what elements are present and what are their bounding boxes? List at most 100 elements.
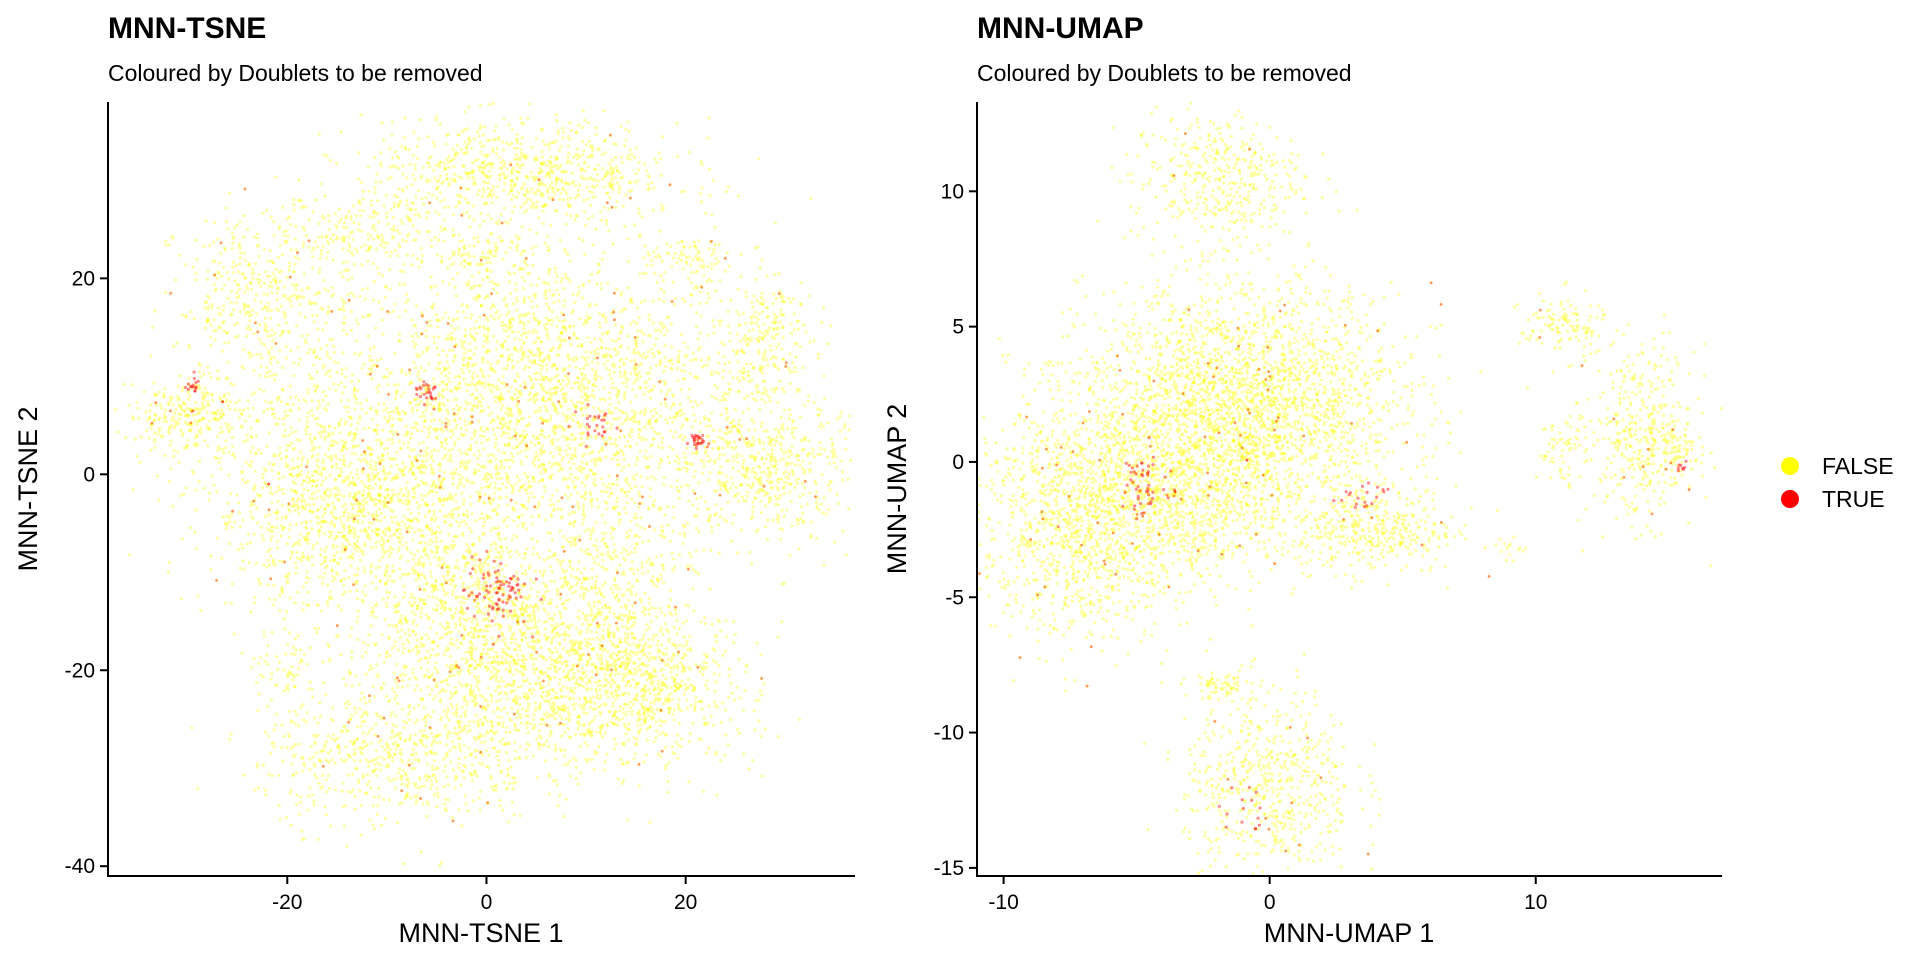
point-false bbox=[561, 126, 565, 130]
point-false bbox=[556, 373, 560, 377]
point-false bbox=[156, 432, 160, 436]
point-false bbox=[224, 526, 228, 531]
point-false bbox=[364, 501, 369, 505]
point-false bbox=[711, 318, 715, 322]
point-false bbox=[223, 248, 228, 252]
point-false bbox=[610, 338, 614, 342]
point-false bbox=[296, 590, 300, 594]
point-false bbox=[330, 519, 334, 524]
point-false bbox=[184, 486, 188, 490]
point-false bbox=[610, 422, 614, 426]
point-false bbox=[435, 491, 439, 495]
point-false bbox=[359, 529, 363, 533]
point-false bbox=[634, 378, 638, 383]
point-false bbox=[481, 153, 485, 157]
point-false bbox=[668, 429, 673, 433]
point-false bbox=[547, 289, 552, 293]
point-false bbox=[306, 391, 310, 395]
point-false bbox=[574, 153, 578, 157]
point-false bbox=[343, 502, 348, 506]
point-false bbox=[301, 497, 305, 501]
point-false bbox=[671, 435, 675, 439]
point-false bbox=[622, 457, 626, 461]
point-false bbox=[347, 529, 351, 533]
point-false bbox=[660, 322, 664, 326]
point-false bbox=[366, 165, 370, 169]
point-false bbox=[569, 196, 573, 200]
point-false bbox=[440, 380, 444, 384]
point-false bbox=[340, 391, 345, 395]
point-false bbox=[478, 224, 482, 228]
point-false bbox=[335, 545, 339, 549]
point-false bbox=[586, 336, 590, 340]
point-false bbox=[494, 221, 498, 225]
point-false bbox=[256, 448, 260, 452]
point-false bbox=[552, 300, 556, 304]
point-false bbox=[807, 439, 811, 443]
point-false bbox=[213, 456, 217, 460]
point-false bbox=[561, 393, 566, 397]
point-false bbox=[502, 328, 506, 332]
point-false bbox=[296, 345, 300, 349]
point-false bbox=[518, 412, 522, 416]
point-false bbox=[632, 477, 636, 481]
point-false bbox=[352, 294, 356, 298]
point-false bbox=[619, 374, 623, 379]
point-false bbox=[778, 379, 782, 383]
point-false bbox=[442, 161, 446, 165]
point-false bbox=[564, 399, 568, 403]
point-false bbox=[531, 252, 535, 256]
point-false bbox=[446, 266, 450, 270]
point-false bbox=[502, 161, 507, 165]
point-false bbox=[538, 320, 542, 324]
point-false bbox=[227, 520, 232, 524]
point-false bbox=[463, 407, 467, 411]
point-false bbox=[282, 230, 286, 234]
point-false bbox=[414, 304, 419, 308]
point-false bbox=[467, 459, 472, 463]
point-false bbox=[460, 341, 465, 345]
point-false bbox=[302, 398, 306, 402]
point-false bbox=[136, 406, 140, 410]
point-false bbox=[566, 485, 570, 489]
point-false bbox=[677, 354, 681, 358]
point-false bbox=[582, 385, 586, 389]
point-false bbox=[457, 505, 461, 510]
point-false bbox=[431, 502, 435, 506]
point-false bbox=[461, 371, 465, 375]
point-false bbox=[286, 413, 290, 418]
point-false bbox=[689, 280, 693, 285]
point-false bbox=[453, 153, 457, 157]
point-false bbox=[706, 136, 710, 140]
point-false bbox=[157, 429, 161, 433]
point-false bbox=[485, 327, 489, 331]
point-false bbox=[555, 353, 559, 357]
point-false bbox=[550, 318, 555, 322]
point-false bbox=[518, 434, 522, 438]
point-false bbox=[306, 541, 310, 545]
point-false bbox=[470, 274, 474, 278]
point-false bbox=[763, 400, 767, 404]
point-false bbox=[660, 446, 664, 450]
point-false bbox=[528, 359, 532, 363]
point-false bbox=[428, 165, 432, 169]
point-false bbox=[151, 325, 155, 329]
point-false bbox=[628, 181, 632, 185]
point-false bbox=[579, 407, 583, 411]
point-false bbox=[135, 454, 139, 458]
point-false bbox=[510, 396, 514, 400]
point-false bbox=[610, 158, 614, 162]
point-false bbox=[587, 379, 591, 383]
point-false bbox=[763, 334, 767, 338]
point-false bbox=[493, 400, 498, 404]
point-false bbox=[571, 309, 576, 313]
point-false bbox=[712, 383, 717, 387]
point-false bbox=[528, 228, 532, 232]
point-false bbox=[343, 590, 347, 594]
point-false bbox=[209, 323, 213, 327]
point-false bbox=[761, 441, 766, 445]
point-false bbox=[245, 434, 249, 438]
point-false bbox=[332, 522, 336, 527]
point-false bbox=[258, 353, 262, 357]
point-false bbox=[300, 521, 304, 525]
